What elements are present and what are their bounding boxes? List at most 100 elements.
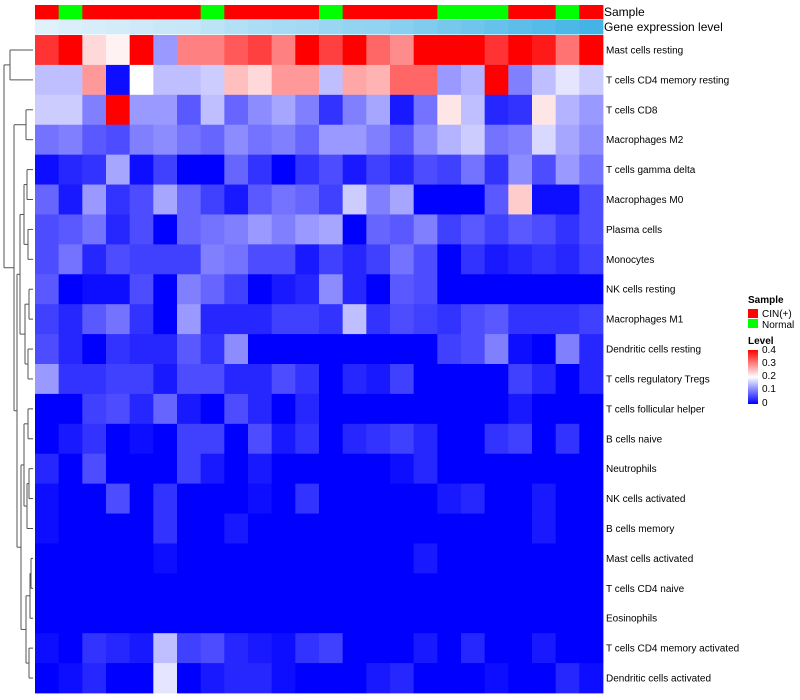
heatmap-cell [82,274,107,305]
heatmap-cell [200,453,225,485]
heatmap-cell [106,483,131,514]
sample-annotation-track [35,5,604,20]
heatmap-cell [200,124,225,156]
heatmap-cell [555,423,580,455]
heatmap-cell [224,304,249,335]
heatmap-cell [129,603,154,634]
heatmap-cell [35,663,60,694]
expression-cell [248,20,273,35]
heatmap-cell [532,633,557,664]
heatmap-cell [366,334,391,365]
heatmap-cell [200,483,225,514]
heatmap-cells [35,35,604,694]
heatmap-cell [35,154,60,185]
heatmap-cell [177,393,202,425]
heatmap-cell [579,364,604,395]
heatmap-cell [82,483,107,514]
heatmap-cell [271,513,296,544]
heatmap-cell [295,663,320,694]
heatmap-cell [271,154,296,185]
heatmap-cell [532,124,557,156]
heatmap-cell [58,184,83,215]
sample-cell [484,5,509,20]
heatmap-cell [390,573,415,604]
heatmap-cell [461,364,486,395]
heatmap-cell [271,393,296,425]
heatmap-cell [555,364,580,395]
heatmap-cell [153,483,178,514]
heatmap-cell [58,64,83,96]
heatmap-cell [82,393,107,425]
heatmap-cell [437,453,462,485]
row-label: Plasma cells [606,225,662,236]
heatmap-cell [82,304,107,335]
sample-track-label: Sample [604,5,645,19]
heatmap-cell [366,513,391,544]
heatmap-cell [366,393,391,425]
heatmap-cell [437,573,462,604]
heatmap-cell [366,64,391,96]
heatmap-cell [342,364,367,395]
row-label: NK cells activated [606,494,685,505]
sample-cell [106,5,131,20]
heatmap-cell [579,603,604,634]
heatmap-cell [58,334,83,365]
heatmap-cell [106,244,131,275]
heatmap-cell [58,35,83,66]
heatmap-cell [390,184,415,215]
expression-cell [153,20,178,35]
heatmap-cell [342,124,367,156]
heatmap-cell [106,64,131,96]
expression-cell [271,20,296,35]
heatmap-cell [555,184,580,215]
heatmap-cell [200,543,225,574]
sample-cell [508,5,533,20]
heatmap-cell [390,483,415,514]
heatmap-cell [153,154,178,185]
heatmap-cell [532,573,557,604]
heatmap-cell [224,453,249,485]
heatmap-cell [177,274,202,305]
heatmap-cell [153,94,178,126]
heatmap-cell [579,573,604,604]
heatmap-cell [342,573,367,604]
heatmap-cell [295,94,320,126]
heatmap-cell [413,633,438,664]
heatmap-cell [129,124,154,156]
heatmap-cell [177,423,202,455]
heatmap-cell [35,423,60,455]
heatmap-cell [508,483,533,514]
heatmap-cell [579,124,604,156]
heatmap-cell [58,124,83,156]
heatmap-cell [319,35,344,66]
heatmap-cell [532,214,557,245]
heatmap-cell [224,663,249,694]
heatmap-cell [129,543,154,574]
heatmap-cell [271,453,296,485]
heatmap-cell [129,483,154,514]
heatmap-cell [35,124,60,156]
heatmap-cell [366,663,391,694]
heatmap-cell [508,453,533,485]
heatmap-cell [153,513,178,544]
heatmap-cell [342,423,367,455]
row-label: B cells memory [606,524,674,535]
heatmap-cell [224,64,249,96]
heatmap-cell [82,184,107,215]
heatmap-cell [153,453,178,485]
heatmap-cell [58,483,83,514]
heatmap-cell [177,94,202,126]
heatmap-cell [177,633,202,664]
heatmap-cell [177,184,202,215]
heatmap-cell [200,663,225,694]
heatmap-cell [200,573,225,604]
heatmap-cell [129,663,154,694]
expression-cell [319,20,344,35]
heatmap-cell [342,184,367,215]
heatmap-cell [129,513,154,544]
heatmap-cell [271,214,296,245]
row-label: Dendritic cells activated [606,674,711,685]
heatmap-cell [106,184,131,215]
sample-cell [555,5,580,20]
heatmap-cell [437,603,462,634]
